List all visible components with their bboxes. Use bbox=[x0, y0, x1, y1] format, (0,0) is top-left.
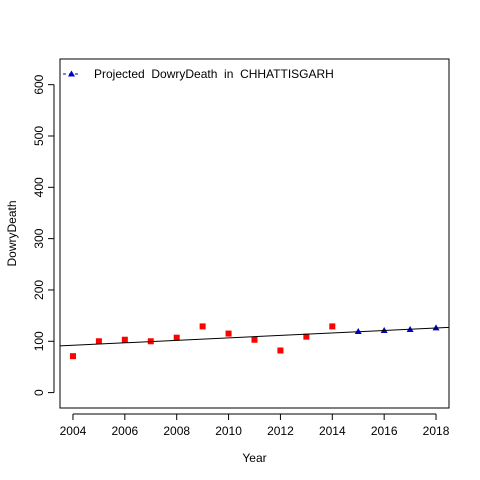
observed-point bbox=[200, 323, 206, 329]
observed-point bbox=[122, 337, 128, 343]
trend-line bbox=[60, 327, 449, 345]
y-tick-label: 600 bbox=[32, 74, 46, 94]
marks-layer bbox=[60, 323, 449, 359]
x-tick-label: 2008 bbox=[163, 424, 190, 438]
y-tick-label: 200 bbox=[32, 280, 46, 300]
x-tick-label: 2006 bbox=[111, 424, 138, 438]
x-axis-label: Year bbox=[242, 451, 266, 465]
y-tick-label: 400 bbox=[32, 177, 46, 197]
x-tick-label: 2016 bbox=[371, 424, 398, 438]
observed-point bbox=[70, 353, 76, 359]
x-tick-label: 2014 bbox=[319, 424, 346, 438]
x-tick-label: 2004 bbox=[60, 424, 87, 438]
observed-point bbox=[329, 323, 335, 329]
y-tick-label: 100 bbox=[32, 331, 46, 351]
y-tick-label: 0 bbox=[32, 389, 46, 396]
observed-point bbox=[226, 331, 232, 337]
plot-frame bbox=[60, 59, 449, 408]
x-tick-label: 2010 bbox=[215, 424, 242, 438]
x-tick-label: 2018 bbox=[423, 424, 450, 438]
legend: Projected DowryDeath in CHHATTISGARH bbox=[63, 67, 334, 81]
y-tick-label: 500 bbox=[32, 126, 46, 146]
observed-point bbox=[96, 338, 102, 344]
observed-point bbox=[277, 348, 283, 354]
legend-label: Projected DowryDeath in CHHATTISGARH bbox=[94, 67, 334, 81]
y-axis-label: DowryDeath bbox=[5, 200, 19, 266]
y-tick-label: 300 bbox=[32, 228, 46, 248]
axes-layer: 2004 2006 2008 2010 2012 2014 2016 2018 0 100 200 3… bbox=[32, 74, 450, 438]
x-tick-label: 2012 bbox=[267, 424, 294, 438]
observed-point bbox=[252, 337, 258, 343]
projected-point bbox=[355, 328, 362, 334]
